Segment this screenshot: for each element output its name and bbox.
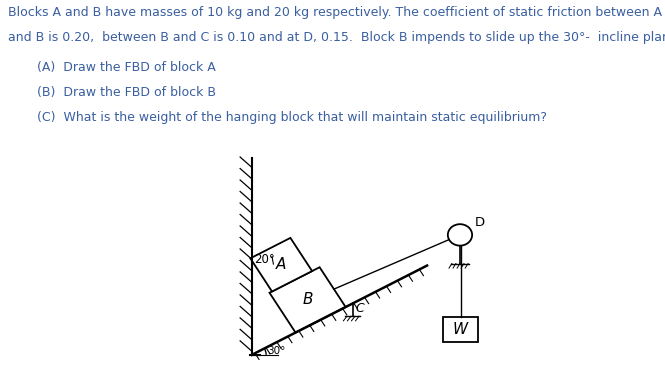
Text: C: C [356, 303, 364, 315]
Text: and B is 0.20,  between B and C is 0.10 and at D, 0.15.  Block B impends to slid: and B is 0.20, between B and C is 0.10 a… [8, 31, 665, 44]
Polygon shape [250, 238, 312, 291]
Text: D: D [475, 216, 485, 229]
Text: (A)  Draw the FBD of block A: (A) Draw the FBD of block A [37, 61, 215, 74]
Text: W: W [453, 322, 468, 337]
Text: 20°: 20° [254, 253, 275, 266]
Text: (B)  Draw the FBD of block B: (B) Draw the FBD of block B [37, 86, 215, 99]
Bar [444, 317, 478, 342]
Polygon shape [269, 267, 346, 332]
Text: Blocks A and B have masses of 10 kg and 20 kg respectively. The coefficient of s: Blocks A and B have masses of 10 kg and … [8, 6, 662, 19]
Text: B: B [303, 292, 313, 308]
Text: (C)  What is the weight of the hanging block that will maintain static equilibri: (C) What is the weight of the hanging bl… [37, 111, 547, 124]
Text: 30°: 30° [267, 345, 286, 356]
Circle shape [448, 224, 472, 246]
Text: A: A [276, 257, 287, 272]
